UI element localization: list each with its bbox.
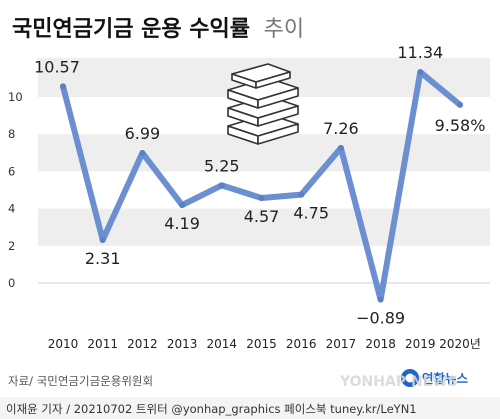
source-note: 자료/ 국민연금기금운용위원회 bbox=[8, 374, 153, 388]
y-tick-label: 2 bbox=[8, 239, 15, 253]
x-tick-label: 2018 bbox=[365, 337, 396, 351]
credit-line: 이재윤 기자 / 20210702 트위터 @yonhap_graphics 페… bbox=[6, 402, 417, 416]
data-label: 6.99 bbox=[125, 124, 161, 143]
yonhap-logo: 연합뉴스 bbox=[401, 369, 469, 387]
data-labels: 10.57 2.31 6.99 4.19 5.25 4.57 4.75 7.26 −0.89 11… bbox=[34, 43, 485, 327]
data-point bbox=[179, 202, 186, 209]
x-tick-label: 2019 bbox=[405, 337, 436, 351]
data-point bbox=[60, 83, 66, 90]
x-tick-label: 2020년 bbox=[439, 337, 481, 351]
data-label: 4.75 bbox=[293, 204, 329, 223]
data-point bbox=[377, 296, 384, 303]
data-label: −0.89 bbox=[356, 309, 405, 328]
data-label: 11.34 bbox=[397, 43, 443, 62]
data-label: 4.19 bbox=[164, 214, 200, 233]
data-point bbox=[139, 149, 146, 156]
x-tick-label: 2015 bbox=[246, 337, 277, 351]
y-axis-ticks: 0 2 4 6 8 10 bbox=[8, 90, 23, 290]
x-tick-label: 2011 bbox=[87, 337, 118, 351]
money-stack-icon bbox=[227, 63, 299, 145]
data-point bbox=[337, 144, 344, 151]
data-label: 7.26 bbox=[323, 119, 359, 138]
x-tick-label: 2010 bbox=[48, 337, 79, 351]
x-tick-label: 2016 bbox=[286, 337, 317, 351]
x-tick-label: 2012 bbox=[127, 337, 158, 351]
watermark: YONHAP NEWS bbox=[339, 374, 458, 390]
y-tick-label: 8 bbox=[8, 127, 15, 141]
data-label: 4.57 bbox=[244, 207, 280, 226]
x-tick-label: 2017 bbox=[326, 337, 357, 351]
data-point bbox=[298, 191, 305, 198]
data-label: 2.31 bbox=[85, 249, 121, 268]
chart-title-suffix: 추이 bbox=[264, 17, 304, 42]
footer-credit-strip: 이재윤 기자 / 20210702 트위터 @yonhap_graphics 페… bbox=[6, 402, 417, 416]
x-axis-ticks: 2010 2011 2012 2013 2014 2015 2016 2017 2018 2019… bbox=[48, 337, 481, 351]
y-tick-label: 0 bbox=[8, 276, 15, 290]
x-tick-label: 2014 bbox=[207, 337, 238, 351]
data-markers bbox=[60, 69, 463, 303]
data-label: 9.58% bbox=[435, 116, 486, 135]
footer-bar bbox=[0, 397, 500, 419]
data-label: 10.57 bbox=[34, 57, 80, 76]
data-point bbox=[417, 69, 424, 76]
y-tick-label: 6 bbox=[8, 164, 15, 178]
y-tick-label: 4 bbox=[8, 202, 15, 216]
data-point bbox=[258, 194, 265, 201]
y-tick-label: 10 bbox=[8, 90, 23, 104]
chart-title-main: 국민연금기금 운용 수익률 bbox=[12, 17, 250, 42]
data-label: 5.25 bbox=[204, 156, 240, 175]
x-tick-label: 2013 bbox=[167, 337, 198, 351]
chart-title: 국민연금기금 운용 수익률 추이 bbox=[12, 17, 304, 42]
data-point bbox=[99, 237, 106, 244]
data-point bbox=[218, 182, 225, 189]
data-point bbox=[457, 101, 463, 108]
logo-text: 연합뉴스 bbox=[422, 371, 469, 386]
